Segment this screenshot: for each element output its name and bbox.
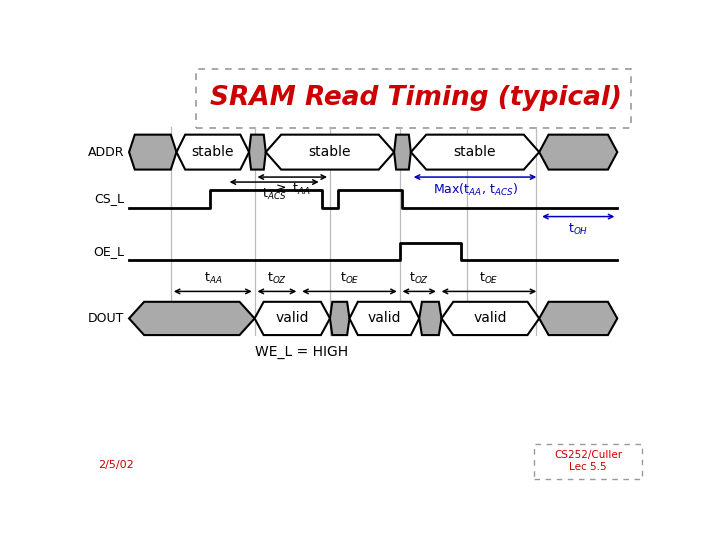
FancyBboxPatch shape (196, 69, 631, 127)
Text: t$_{AA}$: t$_{AA}$ (204, 271, 222, 286)
Text: SRAM Read Timing (typical): SRAM Read Timing (typical) (210, 85, 622, 111)
Text: CS_L: CS_L (94, 192, 125, 205)
Text: t$_{OE}$: t$_{OE}$ (340, 271, 359, 286)
Polygon shape (330, 302, 349, 335)
Text: stable: stable (192, 145, 234, 159)
Polygon shape (129, 302, 255, 335)
Polygon shape (349, 302, 419, 335)
FancyBboxPatch shape (534, 444, 642, 480)
Text: 2/5/02: 2/5/02 (99, 460, 134, 470)
Polygon shape (411, 134, 539, 170)
Text: stable: stable (309, 145, 351, 159)
Polygon shape (249, 134, 266, 170)
Polygon shape (266, 134, 394, 170)
Text: $\geq$ t$_{AA}$: $\geq$ t$_{AA}$ (274, 182, 311, 197)
Polygon shape (441, 302, 539, 335)
Text: t$_{ACS}$: t$_{ACS}$ (262, 187, 287, 202)
Polygon shape (129, 134, 176, 170)
Polygon shape (539, 302, 617, 335)
Text: valid: valid (368, 312, 401, 326)
Text: ADDR: ADDR (88, 146, 125, 159)
Text: OE_L: OE_L (94, 245, 125, 258)
Text: valid: valid (474, 312, 507, 326)
Polygon shape (419, 302, 441, 335)
Text: t$_{OE}$: t$_{OE}$ (480, 271, 499, 286)
Text: Max(t$_{AA}$, t$_{ACS}$): Max(t$_{AA}$, t$_{ACS}$) (433, 182, 518, 198)
Text: DOUT: DOUT (89, 312, 125, 325)
Text: CS252/Culler
Lec 5.5: CS252/Culler Lec 5.5 (554, 450, 622, 472)
Polygon shape (255, 302, 330, 335)
Polygon shape (176, 134, 249, 170)
Polygon shape (539, 134, 617, 170)
Polygon shape (394, 134, 411, 170)
Text: valid: valid (276, 312, 309, 326)
Text: t$_{OZ}$: t$_{OZ}$ (267, 271, 287, 286)
Text: t$_{OH}$: t$_{OH}$ (568, 221, 588, 237)
Text: WE_L = HIGH: WE_L = HIGH (256, 345, 348, 359)
Text: t$_{OZ}$: t$_{OZ}$ (409, 271, 429, 286)
Text: stable: stable (454, 145, 496, 159)
